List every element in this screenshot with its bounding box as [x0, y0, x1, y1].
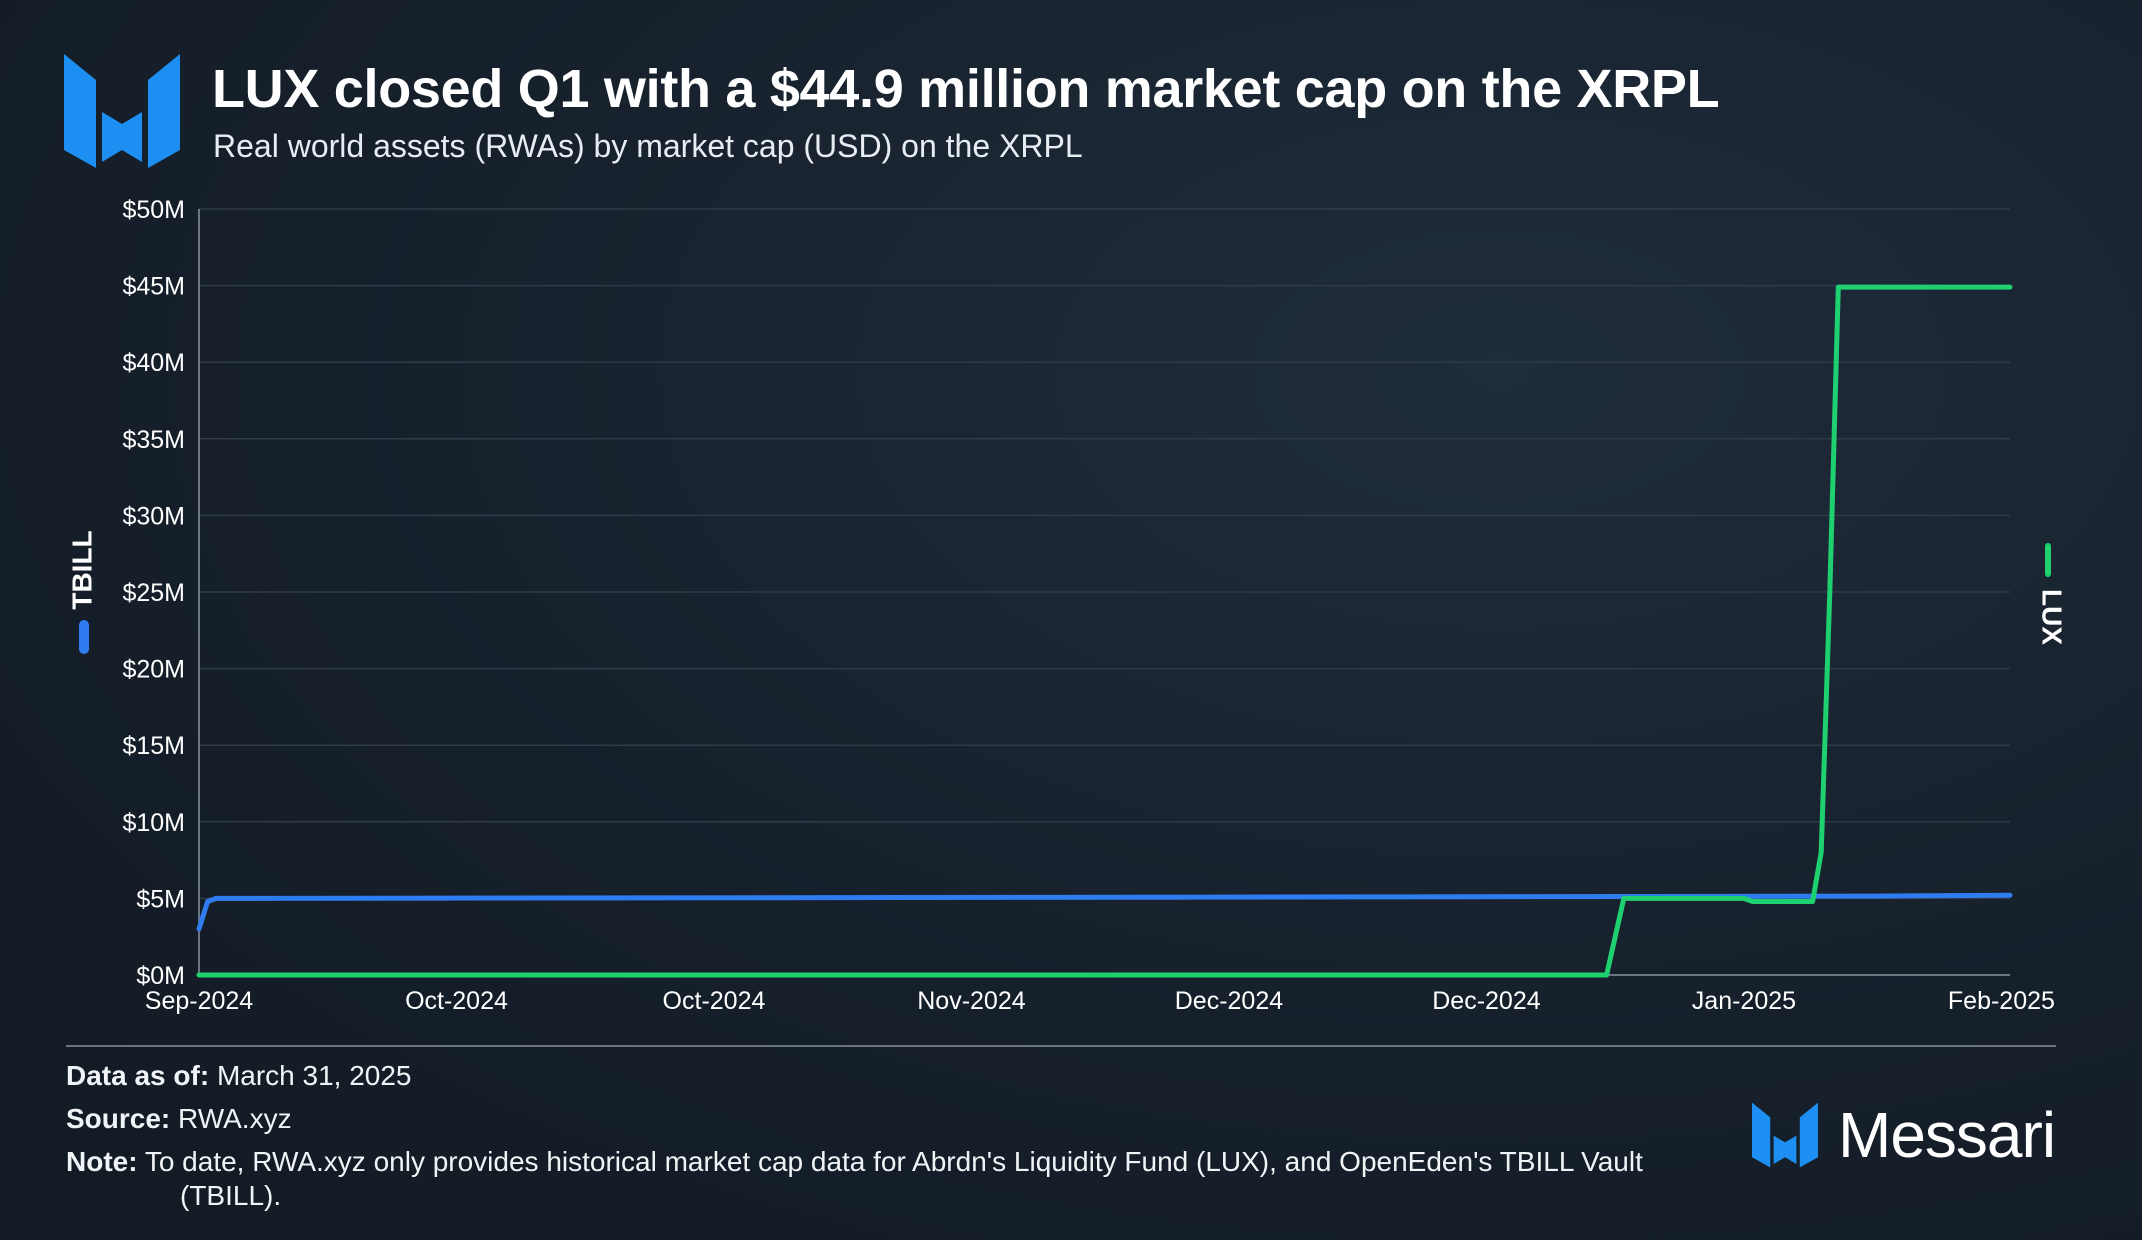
- y-tick-label: $40M: [122, 349, 185, 377]
- x-tick-label: Dec-2024: [1175, 987, 1283, 1015]
- data-as-of: Data as of: March 31, 2025: [66, 1060, 412, 1092]
- series-line-lux: [196, 284, 2013, 978]
- chart-title: LUX closed Q1 with a $44.9 million marke…: [212, 59, 1720, 119]
- chart-subtitle: Real world assets (RWAs) by market cap (…: [213, 128, 1083, 164]
- y-tick-label: $45M: [122, 273, 185, 301]
- legend-swatch-lux: [2045, 543, 2051, 577]
- y-tick-label: $35M: [122, 426, 185, 454]
- y-tick-label: $20M: [122, 656, 185, 684]
- source-value: RWA.xyz: [178, 1103, 292, 1134]
- y-tick-label: $0M: [136, 962, 185, 990]
- chart-legend: TBILL LUX: [66, 530, 2068, 654]
- y-tick-label: $30M: [122, 502, 185, 530]
- y-tick-label: $15M: [122, 732, 185, 760]
- y-axis-ticks: $0M $5M $10M $15M $20M $25M $30M $35M $40M $45M $5…: [122, 196, 185, 990]
- legend-swatch-tbill: [79, 620, 89, 654]
- x-tick-label: Oct-2024: [405, 987, 508, 1015]
- x-tick-label: Nov-2024: [917, 987, 1025, 1015]
- y-tick-label: $10M: [122, 809, 185, 837]
- brand-logo: Messari: [1752, 1099, 2056, 1171]
- chart-grid: [198, 208, 2010, 976]
- note-label: Note:: [66, 1146, 138, 1177]
- legend-label-lux: LUX: [2037, 589, 2068, 645]
- source-label: Source:: [66, 1103, 171, 1134]
- y-tick-label: $25M: [122, 579, 185, 607]
- x-tick-label: Dec-2024: [1432, 987, 1540, 1015]
- x-tick-label: Jan-2025: [1692, 987, 1796, 1015]
- note-text: To date, RWA.xyz only provides historica…: [144, 1146, 1643, 1177]
- footer-divider: [66, 1045, 2056, 1047]
- legend-label-tbill: TBILL: [66, 530, 97, 609]
- x-tick-label: Feb-2025: [1948, 987, 2055, 1015]
- y-tick-label: $50M: [122, 196, 185, 224]
- note-text-continued: (TBILL).: [180, 1180, 282, 1211]
- messari-logo-icon: [64, 54, 180, 168]
- x-axis-ticks: Sep-2024 Oct-2024 Oct-2024 Nov-2024 Dec-2024…: [145, 987, 2055, 1015]
- note: Note: To date, RWA.xyz only provides his…: [66, 1146, 1643, 1178]
- data-as-of-value: March 31, 2025: [216, 1060, 412, 1091]
- messari-logo-icon: [1752, 1102, 1818, 1168]
- y-tick-label: $5M: [136, 885, 185, 913]
- source: Source: RWA.xyz: [66, 1103, 292, 1135]
- series-line-tbill: [196, 892, 2013, 932]
- x-tick-label: Oct-2024: [663, 987, 766, 1015]
- x-tick-label: Sep-2024: [145, 987, 254, 1015]
- chart-series: [196, 284, 2013, 978]
- brand-name: Messari: [1838, 1099, 2056, 1171]
- data-as-of-label: Data as of:: [66, 1060, 210, 1091]
